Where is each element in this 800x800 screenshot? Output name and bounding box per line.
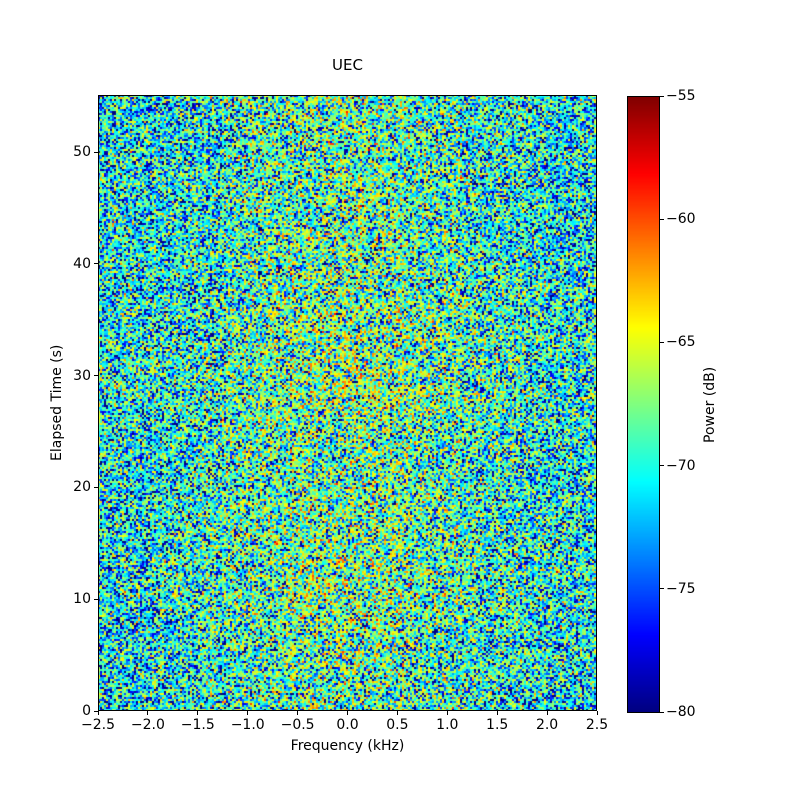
x-tick-label: 1.5 <box>486 717 509 733</box>
x-tick-label: −2.5 <box>81 717 115 733</box>
colorbar-label: Power (dB) <box>702 366 718 443</box>
plot-title: UEC <box>332 56 363 74</box>
colorbar-tick-label: −70 <box>666 457 696 474</box>
colorbar-tick <box>660 588 664 590</box>
x-tick <box>247 711 249 715</box>
colorbar-tick-label: −80 <box>666 704 696 720</box>
y-tick <box>94 151 98 153</box>
x-tick <box>297 711 299 715</box>
x-tick <box>197 711 199 715</box>
colorbar-tick-label: −60 <box>666 211 696 228</box>
colorbar-tick-label: −55 <box>666 88 696 104</box>
y-tick <box>94 486 98 488</box>
colorbar-tick <box>660 465 664 467</box>
y-tick-label: 0 <box>82 703 91 719</box>
x-axis-label: Frequency (kHz) <box>290 738 405 754</box>
y-tick-label: 10 <box>73 591 91 608</box>
y-tick-label: 40 <box>73 255 91 272</box>
colorbar-tick <box>660 218 664 220</box>
x-tick-label: −0.5 <box>280 717 315 733</box>
x-tick <box>596 711 598 715</box>
colorbar-tick-label: −65 <box>666 334 696 351</box>
y-tick-label: 50 <box>73 144 91 161</box>
spectrogram-canvas <box>98 95 597 711</box>
x-tick <box>97 711 99 715</box>
x-tick-label: 2.5 <box>585 717 609 733</box>
y-tick-label: 30 <box>73 367 91 384</box>
x-tick <box>396 711 398 715</box>
x-tick-label: −2.0 <box>130 717 165 733</box>
x-tick <box>347 711 348 715</box>
colorbar-tick <box>660 711 664 713</box>
x-tick-label: 1.0 <box>436 717 459 733</box>
colorbar-tick-label: −75 <box>666 580 696 597</box>
x-tick-label: 0.5 <box>386 717 409 733</box>
y-tick <box>94 263 98 265</box>
y-tick <box>94 375 98 377</box>
x-tick-label: −1.5 <box>180 717 215 733</box>
x-tick <box>496 711 498 715</box>
y-tick <box>94 598 98 600</box>
y-axis-label: Elapsed Time (s) <box>49 344 65 462</box>
x-tick-label: 0.0 <box>336 717 359 733</box>
y-tick-label: 20 <box>73 479 91 496</box>
y-tick <box>94 710 98 712</box>
x-tick-label: −1.0 <box>230 717 265 733</box>
x-tick-label: 2.0 <box>535 717 559 733</box>
x-tick <box>546 711 548 715</box>
colorbar-tick <box>660 341 664 343</box>
colorbar-canvas <box>627 96 660 713</box>
colorbar-tick <box>660 95 664 97</box>
x-tick <box>147 711 149 715</box>
x-tick <box>446 711 448 715</box>
